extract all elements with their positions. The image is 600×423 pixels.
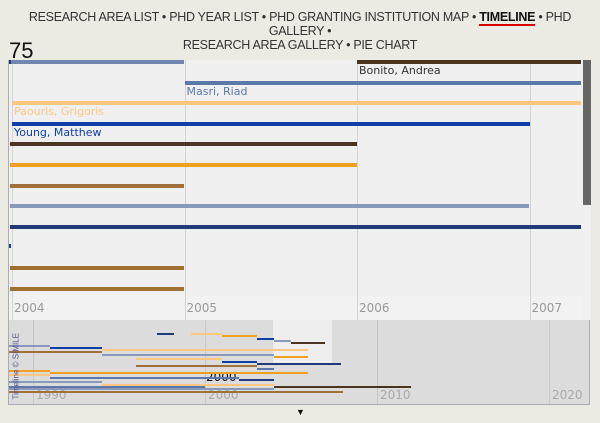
nav-link-phd-year-list[interactable]: PHD YEAR LIST bbox=[169, 10, 259, 24]
year-label: 2006 bbox=[359, 301, 390, 315]
timeline-overview-band[interactable]: 1990 2000 2010 2020 2000 Timeline © SIMILE bbox=[8, 320, 590, 405]
nav-link-pie-chart[interactable]: PIE CHART bbox=[353, 38, 418, 52]
overview-event-bar bbox=[291, 342, 326, 345]
overview-event-bar bbox=[256, 367, 274, 370]
overview-event-bar bbox=[256, 337, 274, 340]
overview-event-bar bbox=[9, 390, 343, 393]
nav-link-phd-gallery[interactable]: PHD GALLERY bbox=[268, 10, 572, 38]
overview-event-bar bbox=[50, 372, 309, 375]
event-bar[interactable] bbox=[10, 224, 582, 229]
event-dot[interactable] bbox=[9, 244, 11, 248]
decade-gridline bbox=[205, 320, 206, 404]
overview-event-bar bbox=[136, 358, 223, 361]
event-label[interactable]: Bonito, Andrea bbox=[359, 64, 441, 77]
overview-event-bar bbox=[156, 333, 175, 335]
separator: • bbox=[342, 38, 354, 52]
separator: • bbox=[468, 10, 480, 24]
overview-event-bar bbox=[9, 369, 51, 372]
decade-label: 2020 bbox=[552, 388, 583, 402]
expand-arrow-icon[interactable]: ▼ bbox=[296, 407, 305, 417]
decade-gridline bbox=[33, 320, 34, 404]
separator: • bbox=[258, 10, 270, 24]
separator: • bbox=[158, 10, 170, 24]
nav-link-phd-granting-institution-map[interactable]: PHD GRANTING INSTITUTION MAP bbox=[269, 10, 469, 24]
year-gridline bbox=[357, 60, 358, 320]
decade-gridline bbox=[377, 320, 378, 404]
overview-event-bar bbox=[9, 385, 205, 388]
event-label[interactable]: Masri, Riad bbox=[186, 84, 248, 98]
simile-credit: Timeline © SIMILE bbox=[11, 332, 21, 400]
overview-event-bar bbox=[50, 346, 102, 349]
event-bar[interactable] bbox=[12, 101, 582, 106]
overview-event-bar bbox=[239, 379, 274, 381]
timeline-main-band[interactable]: 2004 2005 2006 2007 Bonito, Andrea Masri, Ria… bbox=[8, 60, 591, 320]
event-bar[interactable] bbox=[10, 286, 185, 291]
year-label: 2004 bbox=[14, 301, 45, 315]
overview-event-bar bbox=[9, 351, 102, 354]
event-dot[interactable] bbox=[9, 60, 11, 64]
overview-event-bar bbox=[273, 385, 412, 388]
overview-event-bar bbox=[9, 344, 51, 347]
event-bar[interactable] bbox=[10, 266, 185, 270]
overview-event-bar bbox=[256, 362, 341, 365]
event-label[interactable]: Paouris, Grigoris bbox=[14, 105, 105, 119]
overview-event-bar bbox=[101, 349, 309, 352]
overview-event-bar bbox=[273, 339, 291, 342]
result-count: 75 bbox=[9, 38, 34, 63]
overview-event-bar bbox=[101, 353, 274, 356]
overview-event-bar bbox=[222, 335, 257, 338]
nav-menu: RESEARCH AREA LIST • PHD YEAR LIST • PHD… bbox=[0, 10, 600, 52]
overview-event-bar bbox=[9, 388, 274, 391]
year-ruler bbox=[9, 295, 583, 320]
overview-event-bar bbox=[9, 381, 102, 384]
overview-event-bar bbox=[273, 356, 309, 358]
event-bar[interactable] bbox=[357, 60, 582, 64]
year-label: 2007 bbox=[531, 301, 563, 315]
overview-event-bar bbox=[50, 376, 240, 379]
nav-link-research-area-list[interactable]: RESEARCH AREA LIST bbox=[28, 10, 159, 24]
decade-label: 2010 bbox=[380, 388, 411, 402]
event-bar[interactable] bbox=[10, 163, 357, 167]
year-gridline bbox=[529, 60, 531, 320]
event-bar[interactable] bbox=[10, 204, 530, 209]
separator: • bbox=[323, 24, 332, 38]
scrollbar[interactable] bbox=[583, 60, 591, 205]
decade-gridline bbox=[549, 320, 550, 404]
nav-link-research-area-gallery[interactable]: RESEARCH AREA GALLERY bbox=[182, 38, 343, 52]
event-bar[interactable] bbox=[184, 80, 582, 85]
event-bar[interactable] bbox=[10, 60, 185, 64]
separator: • bbox=[535, 10, 546, 24]
year-gridline bbox=[184, 60, 186, 320]
overview-event-bar bbox=[191, 333, 223, 335]
event-bar[interactable] bbox=[10, 142, 357, 147]
year-label: 2005 bbox=[186, 301, 218, 315]
overview-event-bar bbox=[9, 374, 51, 377]
event-label[interactable]: Young, Matthew bbox=[14, 125, 102, 139]
year-gridline bbox=[12, 60, 13, 320]
overview-event-bar bbox=[136, 365, 257, 368]
overview-event-bar bbox=[101, 383, 274, 386]
event-bar[interactable] bbox=[10, 183, 185, 188]
nav-link-timeline[interactable]: TIMELINE bbox=[479, 10, 536, 26]
overview-event-bar bbox=[222, 360, 257, 363]
event-bar[interactable] bbox=[12, 121, 530, 126]
